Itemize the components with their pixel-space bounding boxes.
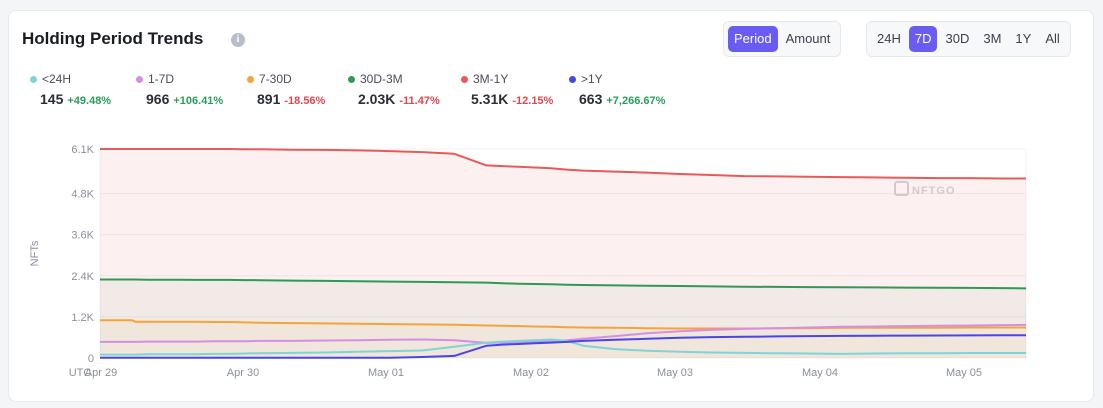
- legend-change: -11.47%: [399, 95, 440, 107]
- legend-change: -12.15%: [512, 95, 554, 107]
- legend-value: 5.31K: [471, 91, 509, 107]
- y-tick-label: 6.1K: [71, 144, 94, 156]
- y-axis-label: NFTs: [29, 240, 41, 266]
- legend-change: +7,266.67%: [606, 95, 666, 107]
- series-line-1: [100, 278, 1027, 290]
- amount-button[interactable]: Amount: [785, 31, 831, 46]
- time-range-toggle: 24H 7D 30D 3M 1Y All: [866, 21, 1071, 57]
- x-tick-label: May 03: [657, 367, 693, 379]
- legend-label: 7-30D: [259, 72, 292, 86]
- legend-item-7-30d[interactable]: 7-30D 891 -18.56%: [247, 72, 325, 107]
- legend-item-lt24h[interactable]: <24H 145 +49.48%: [30, 72, 111, 107]
- legend-dot: [136, 75, 143, 83]
- x-tick-label: Apr 29: [85, 367, 117, 379]
- range-7d-button[interactable]: 7D: [908, 26, 938, 52]
- legend-value: 145: [40, 91, 64, 107]
- series-area-1: [100, 279, 1026, 358]
- legend-dot: [461, 75, 468, 83]
- legend-dot: [247, 75, 254, 83]
- legend-item-3m-1y[interactable]: 3M-1Y 5.31K -12.15%: [461, 72, 553, 107]
- x-tick-label: Apr 30: [227, 367, 259, 379]
- y-tick-label: 4.8K: [71, 189, 94, 201]
- info-icon[interactable]: i: [231, 33, 245, 47]
- range-3m-button[interactable]: 3M: [983, 31, 1002, 46]
- legend-dot: [30, 75, 37, 83]
- x-tick-label: May 01: [368, 367, 404, 379]
- legend-change: +106.41%: [173, 95, 224, 107]
- legend-value: 663: [579, 91, 603, 107]
- range-1y-button[interactable]: 1Y: [1015, 31, 1032, 46]
- x-tick-label: UTC: [69, 367, 92, 379]
- legend-item-gt1y[interactable]: >1Y 663 +7,266.67%: [569, 72, 665, 107]
- range-24h-button[interactable]: 24H: [877, 31, 901, 46]
- y-tick-label: 1.2K: [71, 312, 94, 324]
- legend-label: >1Y: [581, 72, 603, 86]
- period-button[interactable]: Period: [728, 26, 778, 52]
- legend-value: 966: [146, 91, 170, 107]
- x-tick-label: May 05: [946, 367, 982, 379]
- y-tick-label: 3.6K: [71, 230, 94, 242]
- series-line-0: [100, 148, 1026, 180]
- series-area-0: [100, 149, 1026, 358]
- series-line-5: [100, 334, 1026, 359]
- legend-label: <24H: [42, 72, 72, 86]
- y-tick-label: 0: [88, 353, 94, 365]
- legend-dot: [569, 75, 576, 83]
- metric-toggle: Period Amount: [723, 21, 842, 57]
- range-all-button[interactable]: All: [1045, 31, 1060, 46]
- range-30d-button[interactable]: 30D: [945, 31, 970, 46]
- legend-value: 2.03K: [358, 91, 396, 107]
- legend-value: 891: [257, 91, 281, 107]
- legend-label: 1-7D: [148, 72, 175, 86]
- legend-label: 3M-1Y: [473, 72, 509, 86]
- legend-change: -18.56%: [284, 95, 326, 107]
- legend-label: 30D-3M: [360, 72, 403, 86]
- watermark-text: NFTGO: [912, 185, 956, 197]
- watermark-icon: [894, 181, 909, 196]
- legend-dot: [348, 75, 355, 83]
- series-area-2: [100, 320, 1026, 358]
- legend-change: +49.48%: [67, 95, 112, 107]
- legend-item-1-7d[interactable]: 1-7D 966 +106.41%: [136, 72, 223, 107]
- x-tick-label: May 04: [802, 367, 838, 379]
- chart-title: Holding Period Trends: [22, 29, 204, 48]
- x-tick-label: May 02: [513, 367, 549, 379]
- y-tick-label: 2.4K: [71, 271, 94, 283]
- legend-item-30d-3m[interactable]: 30D-3M 2.03K -11.47%: [348, 72, 440, 107]
- series-line-4: [100, 338, 1026, 356]
